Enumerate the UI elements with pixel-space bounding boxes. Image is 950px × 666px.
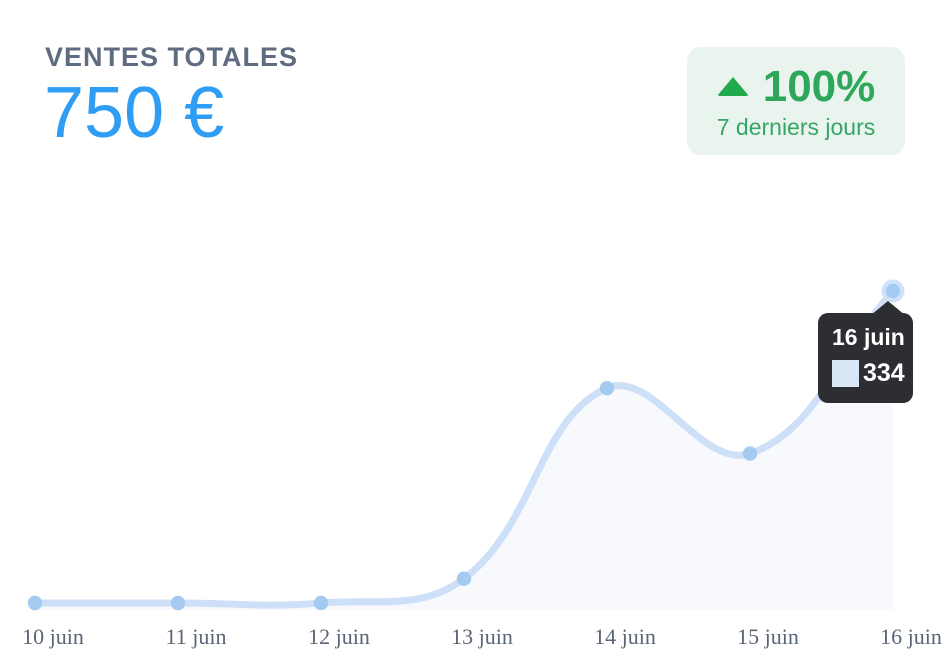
x-axis-label-16-juin: 16 juin <box>880 624 942 649</box>
total-sales-amount: 750 € <box>44 73 225 153</box>
x-axis-label-15-juin: 15 juin <box>737 624 799 649</box>
data-point-15-juin[interactable] <box>742 446 758 461</box>
data-point-13-juin[interactable] <box>456 571 472 586</box>
trend-up-icon <box>716 77 749 96</box>
tooltip-value: 334 <box>863 359 905 387</box>
chart-data-points <box>27 279 905 611</box>
data-point-16-juin[interactable] <box>885 283 901 299</box>
page-title: VENTES TOTALES <box>45 42 299 72</box>
trend-percent: 100% <box>762 61 876 111</box>
data-point-12-juin[interactable] <box>313 595 329 611</box>
chart-tooltip: 16 juin 334 <box>818 313 913 403</box>
data-point-14-juin[interactable] <box>599 380 615 396</box>
tooltip-title: 16 juin <box>832 324 905 350</box>
x-axis-label-14-juin: 14 juin <box>594 624 656 649</box>
chart-line <box>31 287 897 609</box>
trend-row: 100% <box>716 61 876 112</box>
trend-badge: 100% 7 derniers jours <box>687 47 905 155</box>
chart-area-fill <box>35 291 893 610</box>
data-point-11-juin[interactable] <box>170 595 186 611</box>
x-axis-label-11-juin: 11 juin <box>165 624 227 649</box>
tooltip-caret-icon <box>871 301 905 315</box>
x-axis-label-13-juin: 13 juin <box>451 624 513 649</box>
trend-period: 7 derniers jours <box>716 113 876 140</box>
x-axis-label-12-juin: 12 juin <box>308 624 370 649</box>
tooltip-value-row: 334 <box>832 359 913 388</box>
x-axis-label-10-juin: 10 juin <box>22 624 84 649</box>
series-color-swatch-icon <box>832 360 859 387</box>
data-point-10-juin[interactable] <box>27 595 43 611</box>
